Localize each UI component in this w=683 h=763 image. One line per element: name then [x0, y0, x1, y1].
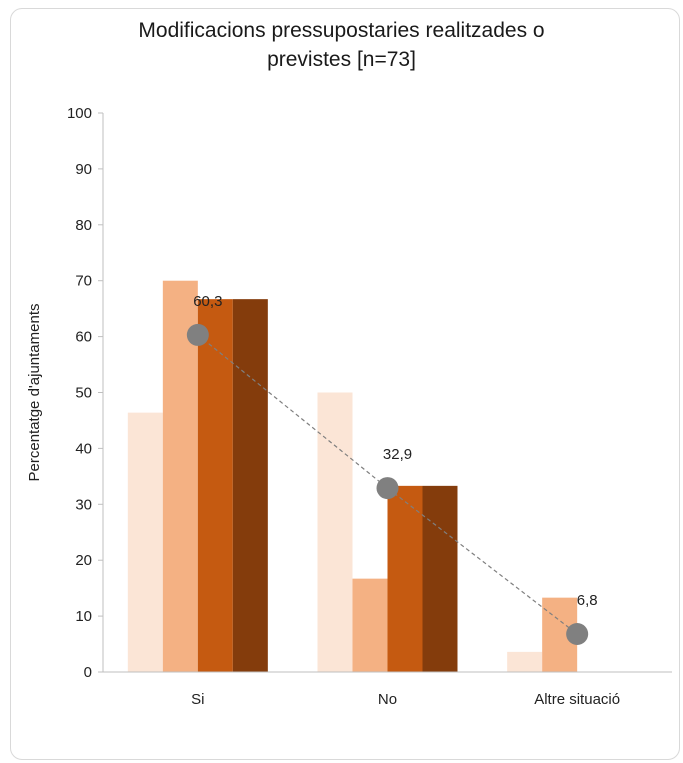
chart-title-line2: previstes [n=73]	[267, 48, 416, 71]
total-marker	[186, 323, 209, 346]
bar	[422, 485, 458, 672]
y-tick-label: 50	[75, 385, 92, 402]
total-data-label: 32,9	[383, 446, 412, 463]
y-tick-label: 30	[75, 496, 92, 513]
x-category-label: Si	[191, 691, 204, 708]
bar	[162, 280, 198, 672]
y-tick-label: 60	[75, 329, 92, 346]
chart-title: Modificacions pressupostaries realitzade…	[0, 16, 683, 74]
y-tick-label: 20	[75, 552, 92, 569]
bar	[387, 485, 423, 672]
bar	[232, 299, 268, 672]
total-data-label: 6,8	[577, 592, 598, 609]
bar	[507, 651, 543, 672]
bar	[352, 578, 388, 672]
y-tick-label: 90	[75, 161, 92, 178]
x-category-label: Altre situació	[534, 691, 620, 708]
y-tick-label: 40	[75, 440, 92, 457]
y-tick-label: 10	[75, 608, 92, 625]
total-data-label: 60,3	[193, 293, 222, 310]
bar	[127, 412, 163, 672]
y-tick-label: 70	[75, 273, 92, 290]
x-category-label: No	[378, 691, 397, 708]
bar	[317, 392, 353, 672]
y-tick-label: 0	[84, 664, 92, 681]
bar	[197, 299, 233, 672]
total-marker	[566, 622, 589, 645]
y-axis-label: Percentatge d'ajuntaments	[26, 304, 43, 482]
chart-title-line1: Modificacions pressupostaries realitzade…	[138, 19, 545, 42]
total-marker	[376, 477, 399, 500]
y-tick-label: 80	[75, 217, 92, 234]
y-tick-label: 100	[67, 105, 92, 122]
